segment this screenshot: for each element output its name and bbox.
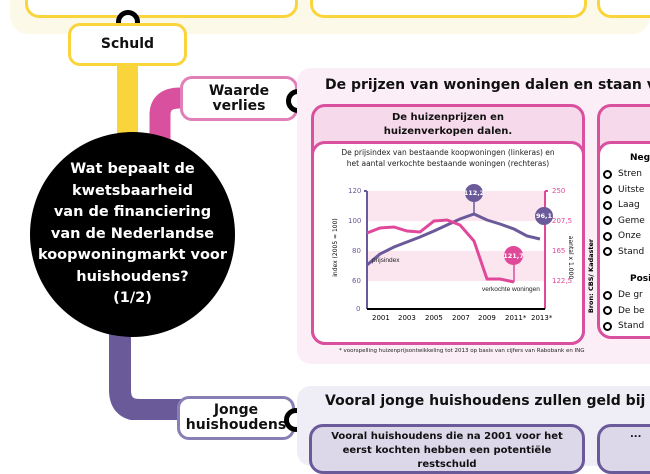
line-chart: prijsindex verkochte woningen xyxy=(364,190,548,310)
y-tick-right: 165 xyxy=(552,247,566,255)
top-chart-card-2: 2000 2005 2011 xyxy=(310,0,587,18)
x-tick: 2003 xyxy=(398,314,416,322)
source-label: Bron: CBS/ Kadaster xyxy=(587,238,596,314)
bullet-icon xyxy=(603,306,612,315)
question-line: Wat bepaalt de xyxy=(70,161,195,178)
top-chart-card-3: 200 xyxy=(597,0,650,18)
y-tick-right: 122,5 xyxy=(552,277,573,285)
info-card-body: Nega Stren Uitste Laag Geme Onze Stand P… xyxy=(597,141,650,339)
question-line: van de financiering xyxy=(53,204,212,221)
branch-label-text: Schuld xyxy=(100,36,155,52)
list-item: Geme xyxy=(603,216,645,226)
x-tick: 2011* xyxy=(505,314,527,322)
y-tick-right: 207,5 xyxy=(552,217,573,225)
x-tick: 2005 xyxy=(425,314,443,322)
bullet-icon xyxy=(603,321,612,331)
list-item: Uitste xyxy=(603,185,645,195)
question-line: koopwoningmarkt voor xyxy=(37,247,228,264)
list-heading: Nega xyxy=(630,153,650,163)
y-tick-left: 100 xyxy=(348,217,362,225)
x-tick: 2007 xyxy=(452,314,470,322)
branch-label-schuld[interactable]: Schuld xyxy=(68,23,187,66)
question-line: van de Nederlandse xyxy=(50,225,215,242)
jonge-huishoudens-panel: Vooral jonge huishoudens zullen geld bij… xyxy=(297,386,650,474)
info-card: Vooral huishoudens die na 2001 voor het … xyxy=(309,424,585,474)
card-header: ... xyxy=(630,429,642,440)
list-item: Onze xyxy=(603,231,645,241)
list-item: De be xyxy=(603,306,645,316)
branch-label-text: Jonge xyxy=(213,402,259,418)
top-chart-card-1: 2001 2003 2005 2007 2009 2011 xyxy=(25,0,298,18)
x-tick: 2013* xyxy=(531,314,553,322)
waarde-connector xyxy=(149,87,200,160)
question-line: kwetsbaarheid xyxy=(71,182,194,199)
y-tick-left: 0 xyxy=(356,305,361,313)
y-axis-label-left: index (2005 = 100) xyxy=(331,218,339,277)
value-bubble: 121,7 xyxy=(503,246,524,265)
list-item: Laag xyxy=(603,200,645,210)
y-axis-label-right: aantal x 1.000 xyxy=(567,235,575,280)
value-bubble: 96,1 xyxy=(535,207,553,225)
svg-text:verkochte woningen: verkochte woningen xyxy=(482,286,540,293)
list-item: De gr xyxy=(603,290,645,300)
info-card: ... xyxy=(597,424,650,474)
section-title: Vooral jonge huishoudens zullen geld bij… xyxy=(325,393,650,409)
bullet-icon xyxy=(603,290,612,300)
chart-area: De prijsindex van bestaande koopwoningen… xyxy=(311,141,595,345)
branch-label-text: huishoudens xyxy=(185,417,287,433)
branch-label-waarde-verlies[interactable]: Waarde verlies xyxy=(180,76,298,121)
bullet-icon xyxy=(603,247,612,256)
positive-list: De gr De be Stand xyxy=(603,290,645,331)
question-line: (1/2) xyxy=(113,290,152,307)
y-tick-left: 60 xyxy=(352,277,361,285)
svg-text:prijsindex: prijsindex xyxy=(372,257,400,264)
bullet-icon xyxy=(603,169,612,179)
card-header: Vooral huishoudens die na 2001 voor het … xyxy=(331,431,563,470)
info-card: Nega Stren Uitste Laag Geme Onze Stand P… xyxy=(597,104,650,339)
chart-title: De prijsindex van bestaande koopwoningen… xyxy=(341,148,555,168)
list-heading: Posit xyxy=(630,274,650,284)
question-line: huishoudens? xyxy=(76,268,189,285)
branch-label-text: verlies xyxy=(212,97,266,114)
list-item: Stand xyxy=(603,321,645,331)
y-tick-left: 80 xyxy=(352,247,361,255)
chart-footnote: * voorspelling huizenprijsontwikkeling t… xyxy=(339,348,585,354)
bullet-icon xyxy=(603,231,612,241)
central-question: Wat bepaalt de kwetsbaarheid van de fina… xyxy=(30,132,235,337)
value-bubble: 112,2 xyxy=(464,184,484,202)
branch-label-jonge-huishoudens[interactable]: Jonge huishoudens xyxy=(177,396,295,440)
bullet-icon xyxy=(603,200,612,210)
x-tick: 2009 xyxy=(478,314,496,322)
x-tick: 2001 xyxy=(372,314,390,322)
negative-list: Stren Uitste Laag Geme Onze Stand xyxy=(603,169,645,257)
card-header: De huizenprijzen en huizenverkopen dalen… xyxy=(383,112,513,137)
branch-label-text: Waarde xyxy=(208,82,270,99)
chart-card: De huizenprijzen en huizenverkopen dalen… xyxy=(311,104,595,345)
list-item: Stren xyxy=(603,169,645,179)
waarde-verlies-panel: De prijzen van woningen dalen en staan v… xyxy=(297,68,650,364)
section-title: De prijzen van woningen dalen en staan v… xyxy=(325,77,650,93)
bullet-icon xyxy=(603,185,612,194)
y-tick-left: 120 xyxy=(348,187,362,195)
list-item: Stand xyxy=(603,247,645,257)
jonge-connector xyxy=(109,320,188,420)
bullet-icon xyxy=(603,216,612,225)
y-tick-right: 250 xyxy=(552,187,566,195)
schuld-connector xyxy=(117,62,138,142)
